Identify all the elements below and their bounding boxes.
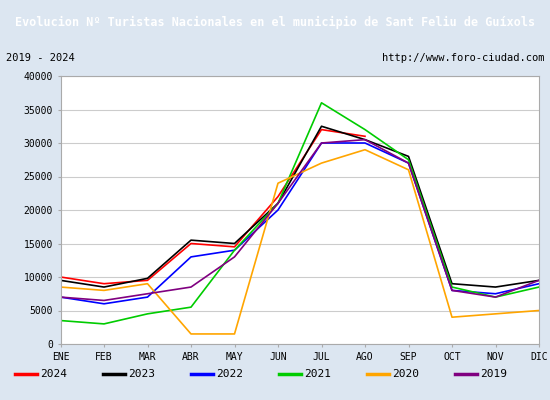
Text: http://www.foro-ciudad.com: http://www.foro-ciudad.com [382,53,544,63]
Text: 2019: 2019 [480,369,507,379]
Text: 2019 - 2024: 2019 - 2024 [6,53,74,63]
Text: Evolucion Nº Turistas Nacionales en el municipio de Sant Feliu de Guíxols: Evolucion Nº Turistas Nacionales en el m… [15,16,535,28]
Text: 2020: 2020 [392,369,419,379]
Text: 2022: 2022 [216,369,243,379]
Text: 2021: 2021 [304,369,331,379]
Text: 2024: 2024 [40,369,67,379]
Text: 2023: 2023 [128,369,155,379]
